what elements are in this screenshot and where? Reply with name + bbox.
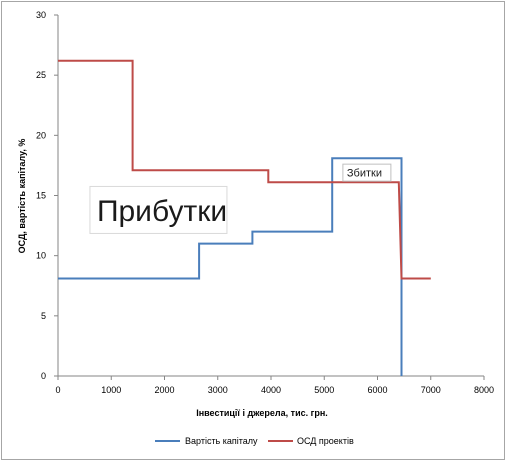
y-axis-ticks: 0 5 10 15 20 25 30 bbox=[36, 10, 58, 381]
x-axis-ticks: 0 1000 2000 3000 4000 5000 6000 7000 8000 bbox=[55, 376, 494, 395]
annotation-loss: Збитки bbox=[342, 163, 392, 182]
x-tick-label: 7000 bbox=[421, 385, 441, 395]
annotations: Прибутки Збитки bbox=[89, 163, 392, 234]
x-tick-label: 6000 bbox=[367, 385, 387, 395]
x-tick-label: 3000 bbox=[208, 385, 228, 395]
y-tick-label: 10 bbox=[36, 251, 46, 261]
legend-label-series-2: ОСД проектів bbox=[297, 436, 354, 446]
x-tick-label: 1000 bbox=[101, 385, 121, 395]
y-axis-title: ОСД, вартість капіталу, % bbox=[17, 139, 27, 254]
x-tick-label: 8000 bbox=[474, 385, 494, 395]
annotation-profit: Прибутки bbox=[89, 185, 228, 234]
legend-label-series-1: Вартість капіталу bbox=[185, 436, 258, 446]
series-lines bbox=[58, 59, 431, 376]
annotation-box bbox=[89, 185, 228, 234]
x-tick-label: 5000 bbox=[314, 385, 334, 395]
y-tick-label: 20 bbox=[36, 130, 46, 140]
legend: Вартість капіталу ОСД проектів bbox=[155, 436, 354, 446]
annotation-text: Прибутки bbox=[97, 195, 227, 228]
y-tick-label: 25 bbox=[36, 70, 46, 80]
series-line-2 bbox=[58, 59, 431, 280]
y-tick-label: 0 bbox=[41, 371, 46, 381]
series-line-1 bbox=[58, 157, 403, 376]
y-tick-label: 15 bbox=[36, 191, 46, 201]
annotation-box bbox=[342, 163, 392, 182]
x-tick-label: 2000 bbox=[154, 385, 174, 395]
x-tick-label: 4000 bbox=[261, 385, 281, 395]
x-tick-label: 0 bbox=[55, 385, 60, 395]
x-axis-title: Інвестиції і джерела, тис. грн. bbox=[196, 408, 328, 418]
y-tick-label: 30 bbox=[36, 10, 46, 20]
y-tick-label: 5 bbox=[41, 311, 46, 321]
annotation-text: Збитки bbox=[347, 168, 382, 180]
